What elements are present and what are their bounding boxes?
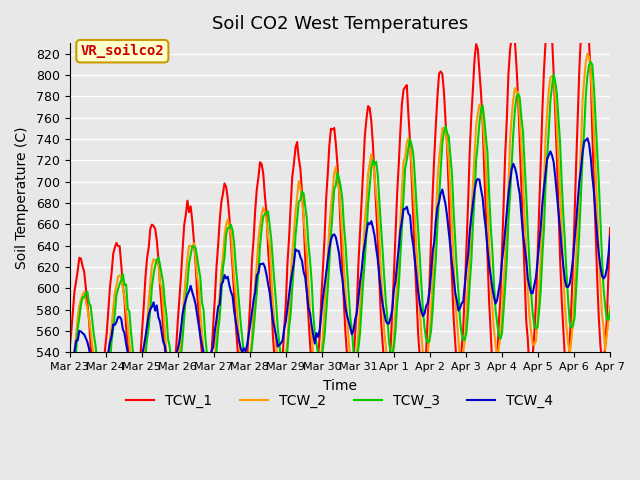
TCW_4 bbox=[66, 371, 74, 376]
TCW_2 bbox=[516, 116, 524, 121]
TCW_2 bbox=[606, 303, 614, 309]
TCW_4 bbox=[509, 161, 517, 167]
TCW_1 bbox=[228, 265, 236, 271]
X-axis label: Time: Time bbox=[323, 379, 357, 393]
TCW_4 bbox=[584, 135, 591, 141]
Legend: TCW_1, TCW_2, TCW_3, TCW_4: TCW_1, TCW_2, TCW_3, TCW_4 bbox=[121, 388, 559, 413]
TCW_3 bbox=[508, 162, 515, 168]
TCW_3 bbox=[185, 261, 193, 267]
TCW_2 bbox=[584, 51, 591, 57]
TCW_4 bbox=[187, 283, 195, 288]
TCW_2 bbox=[66, 390, 74, 396]
TCW_4 bbox=[606, 233, 614, 239]
TCW_4 bbox=[516, 191, 524, 197]
TCW_1 bbox=[509, 27, 517, 33]
TCW_2 bbox=[97, 401, 104, 407]
TCW_2 bbox=[509, 96, 517, 102]
Y-axis label: Soil Temperature (C): Soil Temperature (C) bbox=[15, 126, 29, 269]
TCW_2 bbox=[371, 172, 378, 178]
TCW_1 bbox=[516, 138, 524, 144]
TCW_4 bbox=[72, 338, 80, 344]
Line: TCW_4: TCW_4 bbox=[70, 138, 610, 383]
TCW_3 bbox=[606, 309, 614, 314]
TCW_3 bbox=[66, 390, 74, 396]
TCW_1 bbox=[66, 345, 74, 351]
Line: TCW_3: TCW_3 bbox=[70, 62, 610, 393]
Line: TCW_2: TCW_2 bbox=[70, 54, 610, 404]
TCW_1 bbox=[95, 393, 102, 399]
TCW_1 bbox=[606, 225, 614, 231]
TCW_2 bbox=[187, 243, 195, 249]
Line: TCW_1: TCW_1 bbox=[70, 0, 610, 396]
TCW_1 bbox=[371, 173, 378, 179]
Text: VR_soilco2: VR_soilco2 bbox=[81, 44, 164, 58]
TCW_3 bbox=[587, 59, 595, 65]
Title: Soil CO2 West Temperatures: Soil CO2 West Temperatures bbox=[212, 15, 468, 33]
TCW_2 bbox=[228, 255, 236, 261]
TCW_3 bbox=[369, 157, 377, 163]
TCW_3 bbox=[72, 349, 80, 355]
TCW_1 bbox=[72, 279, 80, 285]
TCW_1 bbox=[187, 204, 195, 209]
TCW_3 bbox=[227, 222, 235, 228]
TCW_3 bbox=[515, 91, 522, 97]
TCW_4 bbox=[371, 232, 378, 238]
TCW_2 bbox=[72, 333, 80, 338]
TCW_4 bbox=[95, 380, 102, 386]
TCW_4 bbox=[228, 293, 236, 299]
